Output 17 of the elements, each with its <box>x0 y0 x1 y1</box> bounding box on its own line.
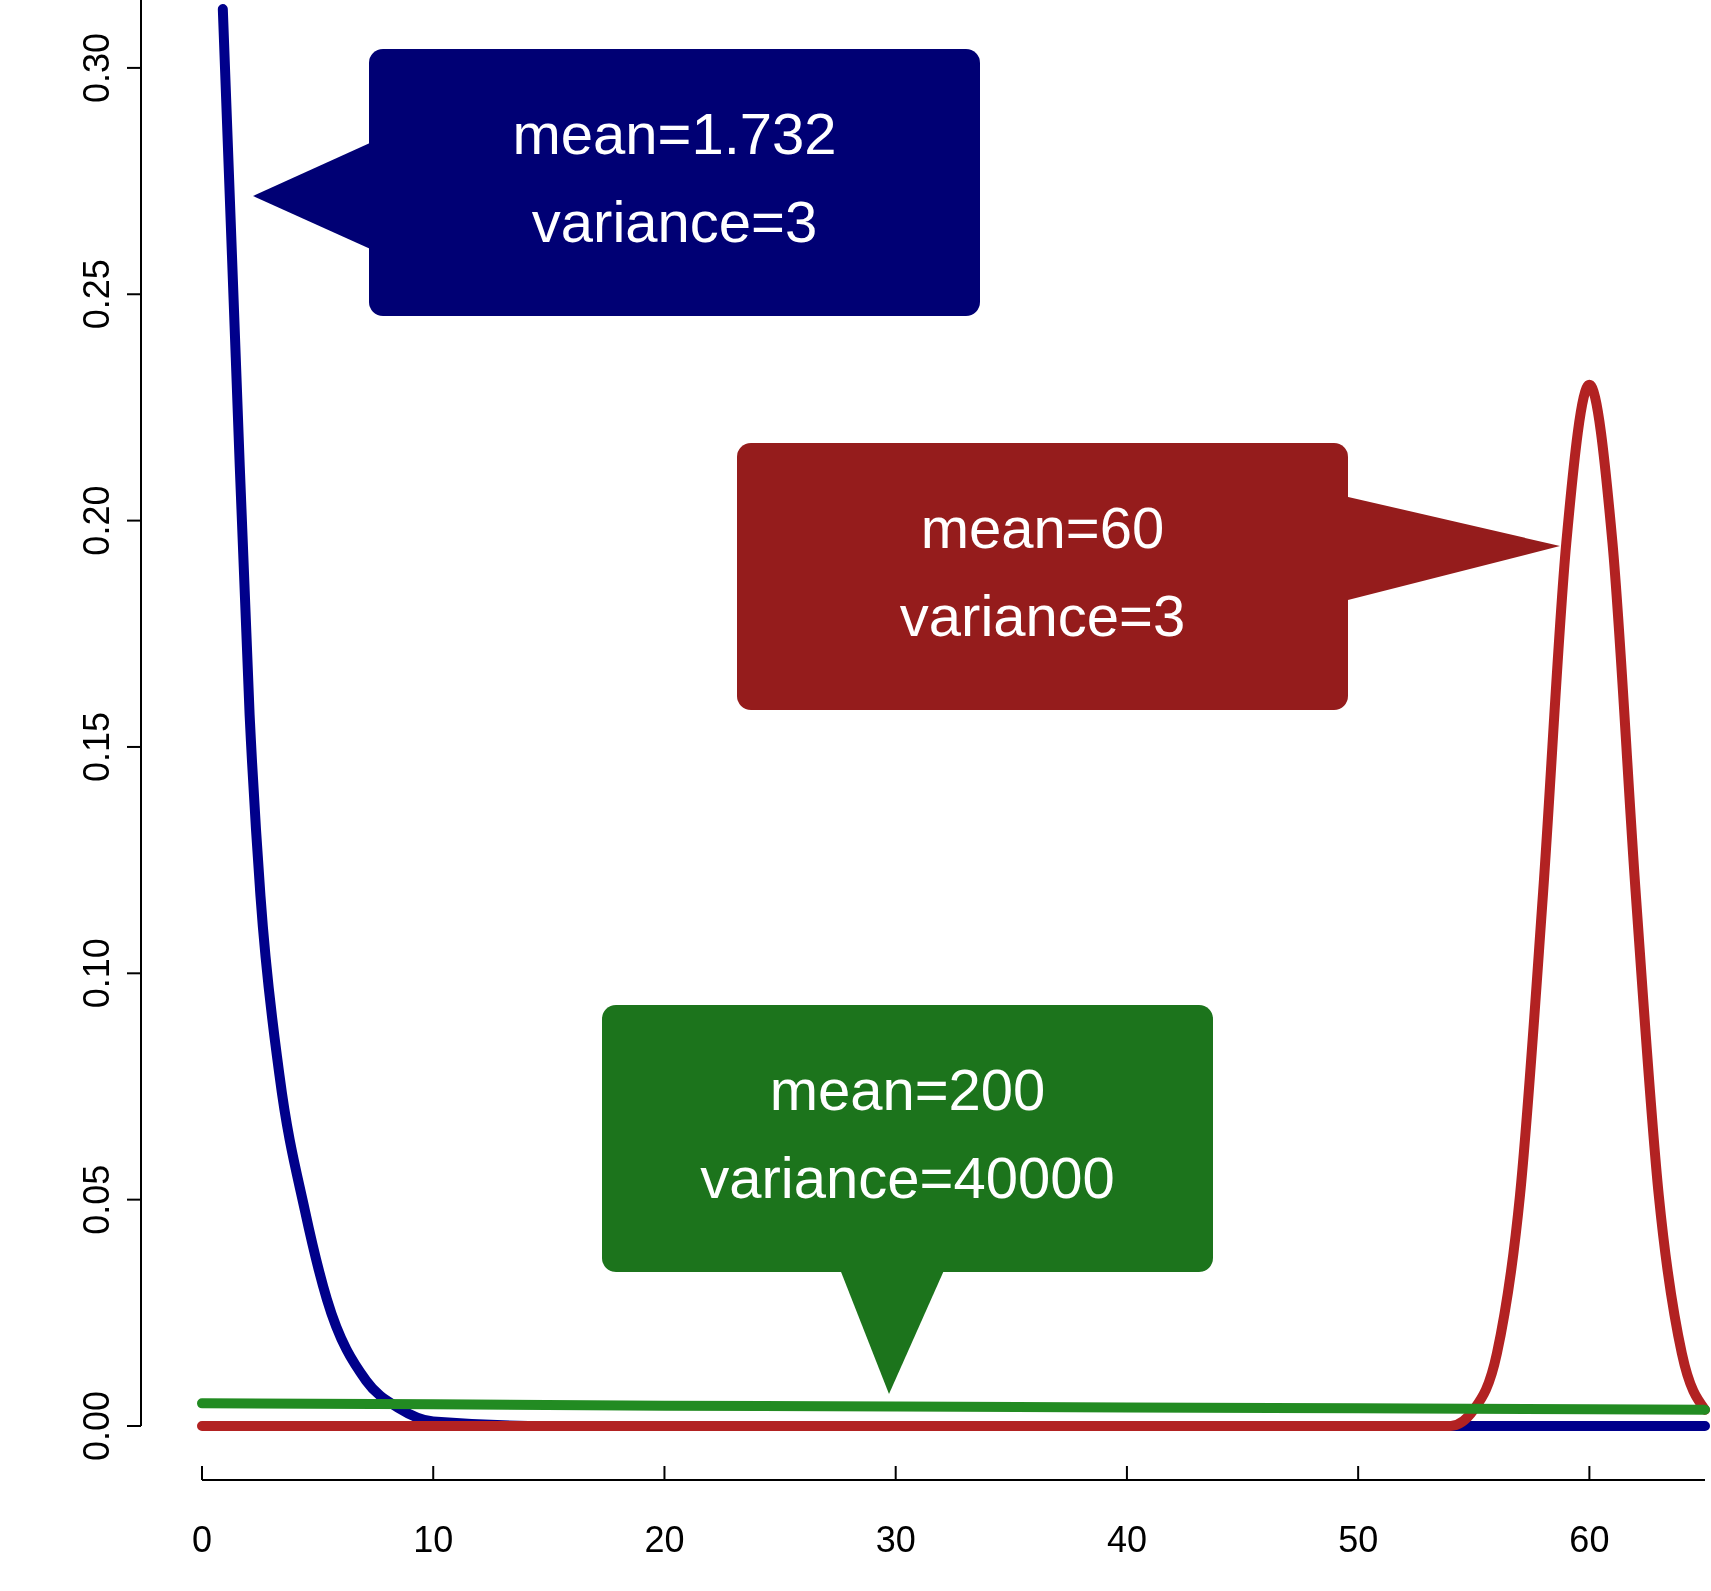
y-tick-label: 0.15 <box>75 711 117 782</box>
y-tick-label: 0.00 <box>75 1390 117 1462</box>
x-tick-label: 30 <box>875 1519 916 1560</box>
x-tick-label: 0 <box>191 1519 213 1560</box>
x-tick-label: 50 <box>1338 1519 1379 1560</box>
y-tick-label: 0.30 <box>75 32 117 103</box>
y-tick-label: 0.25 <box>75 259 117 330</box>
x-tick-label: 10 <box>413 1519 454 1560</box>
x-tick-label: 60 <box>1569 1519 1610 1560</box>
x-tick-label: 20 <box>644 1519 685 1560</box>
annotation: mean=200 variance=40000 <box>700 1056 1115 1210</box>
y-tick-label: 0.05 <box>75 1164 117 1235</box>
y-tick-label: 0.20 <box>75 485 117 556</box>
y-tick-label: 0.10 <box>75 938 117 1009</box>
annotation: mean=1.732 variance=3 <box>512 100 837 254</box>
x-tick-label: 40 <box>1106 1519 1147 1560</box>
annotation: mean=60 variance=3 <box>899 494 1186 648</box>
